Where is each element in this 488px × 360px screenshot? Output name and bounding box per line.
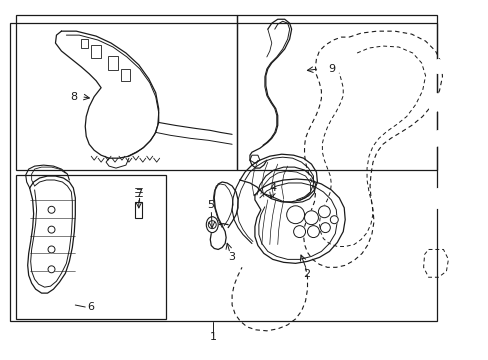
- Bar: [429, 188, 445, 208]
- Text: 5: 5: [206, 200, 213, 210]
- Bar: [121, 69, 130, 81]
- Circle shape: [293, 226, 305, 238]
- Text: 2: 2: [303, 269, 309, 279]
- Circle shape: [330, 216, 338, 224]
- Text: 4: 4: [269, 183, 276, 193]
- Bar: [135, 202, 142, 218]
- Circle shape: [307, 226, 319, 238]
- Text: 7: 7: [135, 189, 142, 199]
- Bar: [91, 45, 101, 58]
- Circle shape: [286, 206, 304, 224]
- Bar: [424, 130, 442, 146]
- Bar: [237, 15, 436, 170]
- Bar: [426, 59, 444, 73]
- Bar: [427, 93, 444, 111]
- Circle shape: [304, 211, 318, 225]
- Circle shape: [48, 266, 55, 273]
- Text: 9: 9: [327, 64, 334, 74]
- Bar: [16, 175, 165, 319]
- Bar: [135, 202, 142, 218]
- Circle shape: [48, 246, 55, 253]
- Bar: [16, 15, 237, 170]
- Circle shape: [48, 206, 55, 213]
- Bar: [81, 39, 88, 48]
- Circle shape: [318, 206, 330, 218]
- Circle shape: [320, 223, 330, 233]
- Text: 1: 1: [209, 332, 216, 342]
- Text: 3: 3: [228, 252, 235, 262]
- Bar: [10, 23, 436, 321]
- Bar: [108, 56, 118, 70]
- Circle shape: [48, 226, 55, 233]
- Text: 6: 6: [87, 302, 95, 312]
- Text: 8: 8: [70, 92, 77, 102]
- Circle shape: [208, 221, 216, 229]
- Ellipse shape: [206, 217, 218, 233]
